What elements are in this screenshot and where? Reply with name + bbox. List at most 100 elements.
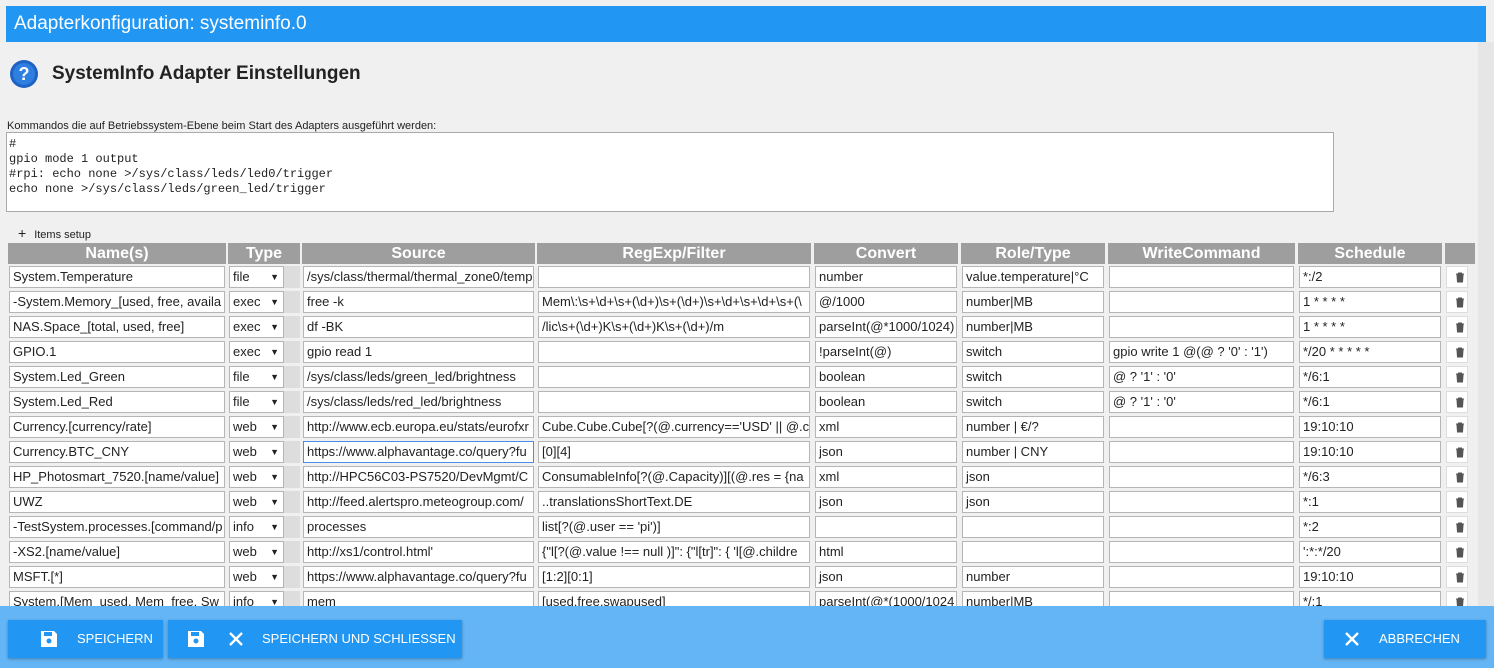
cell-input[interactable]: number | CNY (962, 441, 1104, 463)
cell-input[interactable]: UWZ (9, 491, 225, 513)
cell-input[interactable]: */20 * * * * * (1299, 341, 1441, 363)
cell-input[interactable]: https://www.alphavantage.co/query?fu (303, 566, 534, 588)
cell-input[interactable]: *:2 (1299, 516, 1441, 538)
cell-input[interactable]: switch (962, 366, 1104, 388)
cell-input[interactable]: [0][4] (538, 441, 810, 463)
cell-input[interactable]: [used,free,swapused] (538, 591, 810, 606)
cell-input[interactable]: number (962, 566, 1104, 588)
cell-input[interactable]: mem (303, 591, 534, 606)
cell-input[interactable]: list[?(@.user == 'pi')] (538, 516, 810, 538)
cell-input[interactable]: 19:10:10 (1299, 566, 1441, 588)
cell-input[interactable]: html (815, 541, 957, 563)
cell-input[interactable] (1109, 516, 1294, 538)
cell-input[interactable]: http://HPC56C03-PS7520/DevMgmt/C (303, 466, 534, 488)
save-close-button[interactable]: SPEICHERN UND SCHLIESSEN (168, 620, 462, 658)
cell-input[interactable]: 19:10:10 (1299, 441, 1441, 463)
cell-input[interactable]: number|MB (962, 316, 1104, 338)
cell-input[interactable]: /sys/class/leds/green_led/brightness (303, 366, 534, 388)
delete-button[interactable] (1446, 366, 1468, 388)
cell-input[interactable]: number|MB (962, 591, 1104, 606)
cell-input[interactable]: parseInt(@*1000/1024) (815, 316, 957, 338)
cell-input[interactable]: json (815, 441, 957, 463)
scrollbar[interactable] (1478, 42, 1494, 606)
cell-input[interactable]: Currency.[currency/rate] (9, 416, 225, 438)
type-select[interactable]: info ▼ (229, 516, 284, 538)
type-select[interactable]: web ▼ (229, 416, 284, 438)
delete-button[interactable] (1446, 441, 1468, 463)
cell-input[interactable] (1109, 466, 1294, 488)
cell-input[interactable]: ..translationsShortText.DE (538, 491, 810, 513)
cell-input[interactable]: {"l[?(@.value !== null )]": {"l[tr]": { … (538, 541, 810, 563)
cell-input[interactable]: gpio write 1 @(@ ? '0' : '1') (1109, 341, 1294, 363)
cell-input[interactable]: */:1 (1299, 591, 1441, 606)
cell-input[interactable] (962, 516, 1104, 538)
cell-input[interactable]: number|MB (962, 291, 1104, 313)
cell-input[interactable]: -System.Memory_[used, free, availa (9, 291, 225, 313)
delete-button[interactable] (1446, 341, 1468, 363)
cell-input[interactable]: -TestSystem.processes.[command/p (9, 516, 225, 538)
cell-input[interactable]: json (815, 566, 957, 588)
cell-input[interactable]: number | €/? (962, 416, 1104, 438)
cell-input[interactable]: processes (303, 516, 534, 538)
delete-button[interactable] (1446, 316, 1468, 338)
cell-input[interactable]: /sys/class/thermal/thermal_zone0/temp (303, 266, 534, 288)
delete-button[interactable] (1446, 466, 1468, 488)
cell-input[interactable]: *:/2 (1299, 266, 1441, 288)
cell-input[interactable]: Currency.BTC_CNY (9, 441, 225, 463)
cell-input[interactable]: https://www.alphavantage.co/query?fu (303, 441, 534, 463)
cell-input[interactable]: /sys/class/leds/red_led/brightness (303, 391, 534, 413)
cell-input[interactable]: /lic\s+(\d+)K\s+(\d+)K\s+(\d+)/m (538, 316, 810, 338)
cell-input[interactable]: Cube.Cube.Cube[?(@.currency=='USD' || @.… (538, 416, 810, 438)
cell-input[interactable]: NAS.Space_[total, used, free] (9, 316, 225, 338)
cell-input[interactable]: */6:1 (1299, 366, 1441, 388)
type-select[interactable]: exec ▼ (229, 341, 284, 363)
cell-input[interactable]: MSFT.[*] (9, 566, 225, 588)
type-select[interactable]: file ▼ (229, 391, 284, 413)
cell-input[interactable] (538, 366, 810, 388)
cell-input[interactable]: */6:3 (1299, 466, 1441, 488)
cell-input[interactable]: HP_Photosmart_7520.[name/value] (9, 466, 225, 488)
cell-input[interactable]: gpio read 1 (303, 341, 534, 363)
cell-input[interactable] (1109, 291, 1294, 313)
cell-input[interactable] (538, 391, 810, 413)
cell-input[interactable] (1109, 566, 1294, 588)
delete-button[interactable] (1446, 541, 1468, 563)
cell-input[interactable]: number (815, 266, 957, 288)
cell-input[interactable] (1109, 491, 1294, 513)
type-select[interactable]: exec ▼ (229, 291, 284, 313)
cell-input[interactable]: free -k (303, 291, 534, 313)
cell-input[interactable]: boolean (815, 391, 957, 413)
cell-input[interactable] (538, 341, 810, 363)
type-select[interactable]: web ▼ (229, 566, 284, 588)
type-select[interactable]: web ▼ (229, 441, 284, 463)
cell-input[interactable]: switch (962, 341, 1104, 363)
cell-input[interactable]: System.Led_Green (9, 366, 225, 388)
cell-input[interactable]: Mem\:\s+\d+\s+(\d+)\s+(\d+)\s+\d+\s+\d+\… (538, 291, 810, 313)
cell-input[interactable]: http://www.ecb.europa.eu/stats/eurofxr (303, 416, 534, 438)
cell-input[interactable] (1109, 266, 1294, 288)
cell-input[interactable]: 1 * * * * (1299, 291, 1441, 313)
cell-input[interactable]: @/1000 (815, 291, 957, 313)
cell-input[interactable]: xml (815, 416, 957, 438)
delete-button[interactable] (1446, 516, 1468, 538)
help-icon[interactable]: ? (9, 59, 39, 89)
cell-input[interactable]: System.Temperature (9, 266, 225, 288)
cell-input[interactable]: *:1 (1299, 491, 1441, 513)
cell-input[interactable]: */6:1 (1299, 391, 1441, 413)
cell-input[interactable]: ':*:*/20 (1299, 541, 1441, 563)
type-select[interactable]: web ▼ (229, 466, 284, 488)
cell-input[interactable]: boolean (815, 366, 957, 388)
cell-input[interactable]: json (962, 491, 1104, 513)
type-select[interactable]: info ▼ (229, 591, 284, 606)
items-setup[interactable]: + Items setup (18, 225, 92, 241)
cell-input[interactable]: xml (815, 466, 957, 488)
cell-input[interactable]: [1:2][0:1] (538, 566, 810, 588)
cell-input[interactable]: !parseInt(@) (815, 341, 957, 363)
cell-input[interactable] (538, 266, 810, 288)
cell-input[interactable]: ConsumableInfo[?(@.Capacity)][(@.res = {… (538, 466, 810, 488)
cell-input[interactable]: @ ? '1' : '0' (1109, 391, 1294, 413)
type-select[interactable]: file ▼ (229, 366, 284, 388)
cell-input[interactable]: -XS2.[name/value] (9, 541, 225, 563)
cell-input[interactable]: value.temperature|°C (962, 266, 1104, 288)
type-select[interactable]: file ▼ (229, 266, 284, 288)
